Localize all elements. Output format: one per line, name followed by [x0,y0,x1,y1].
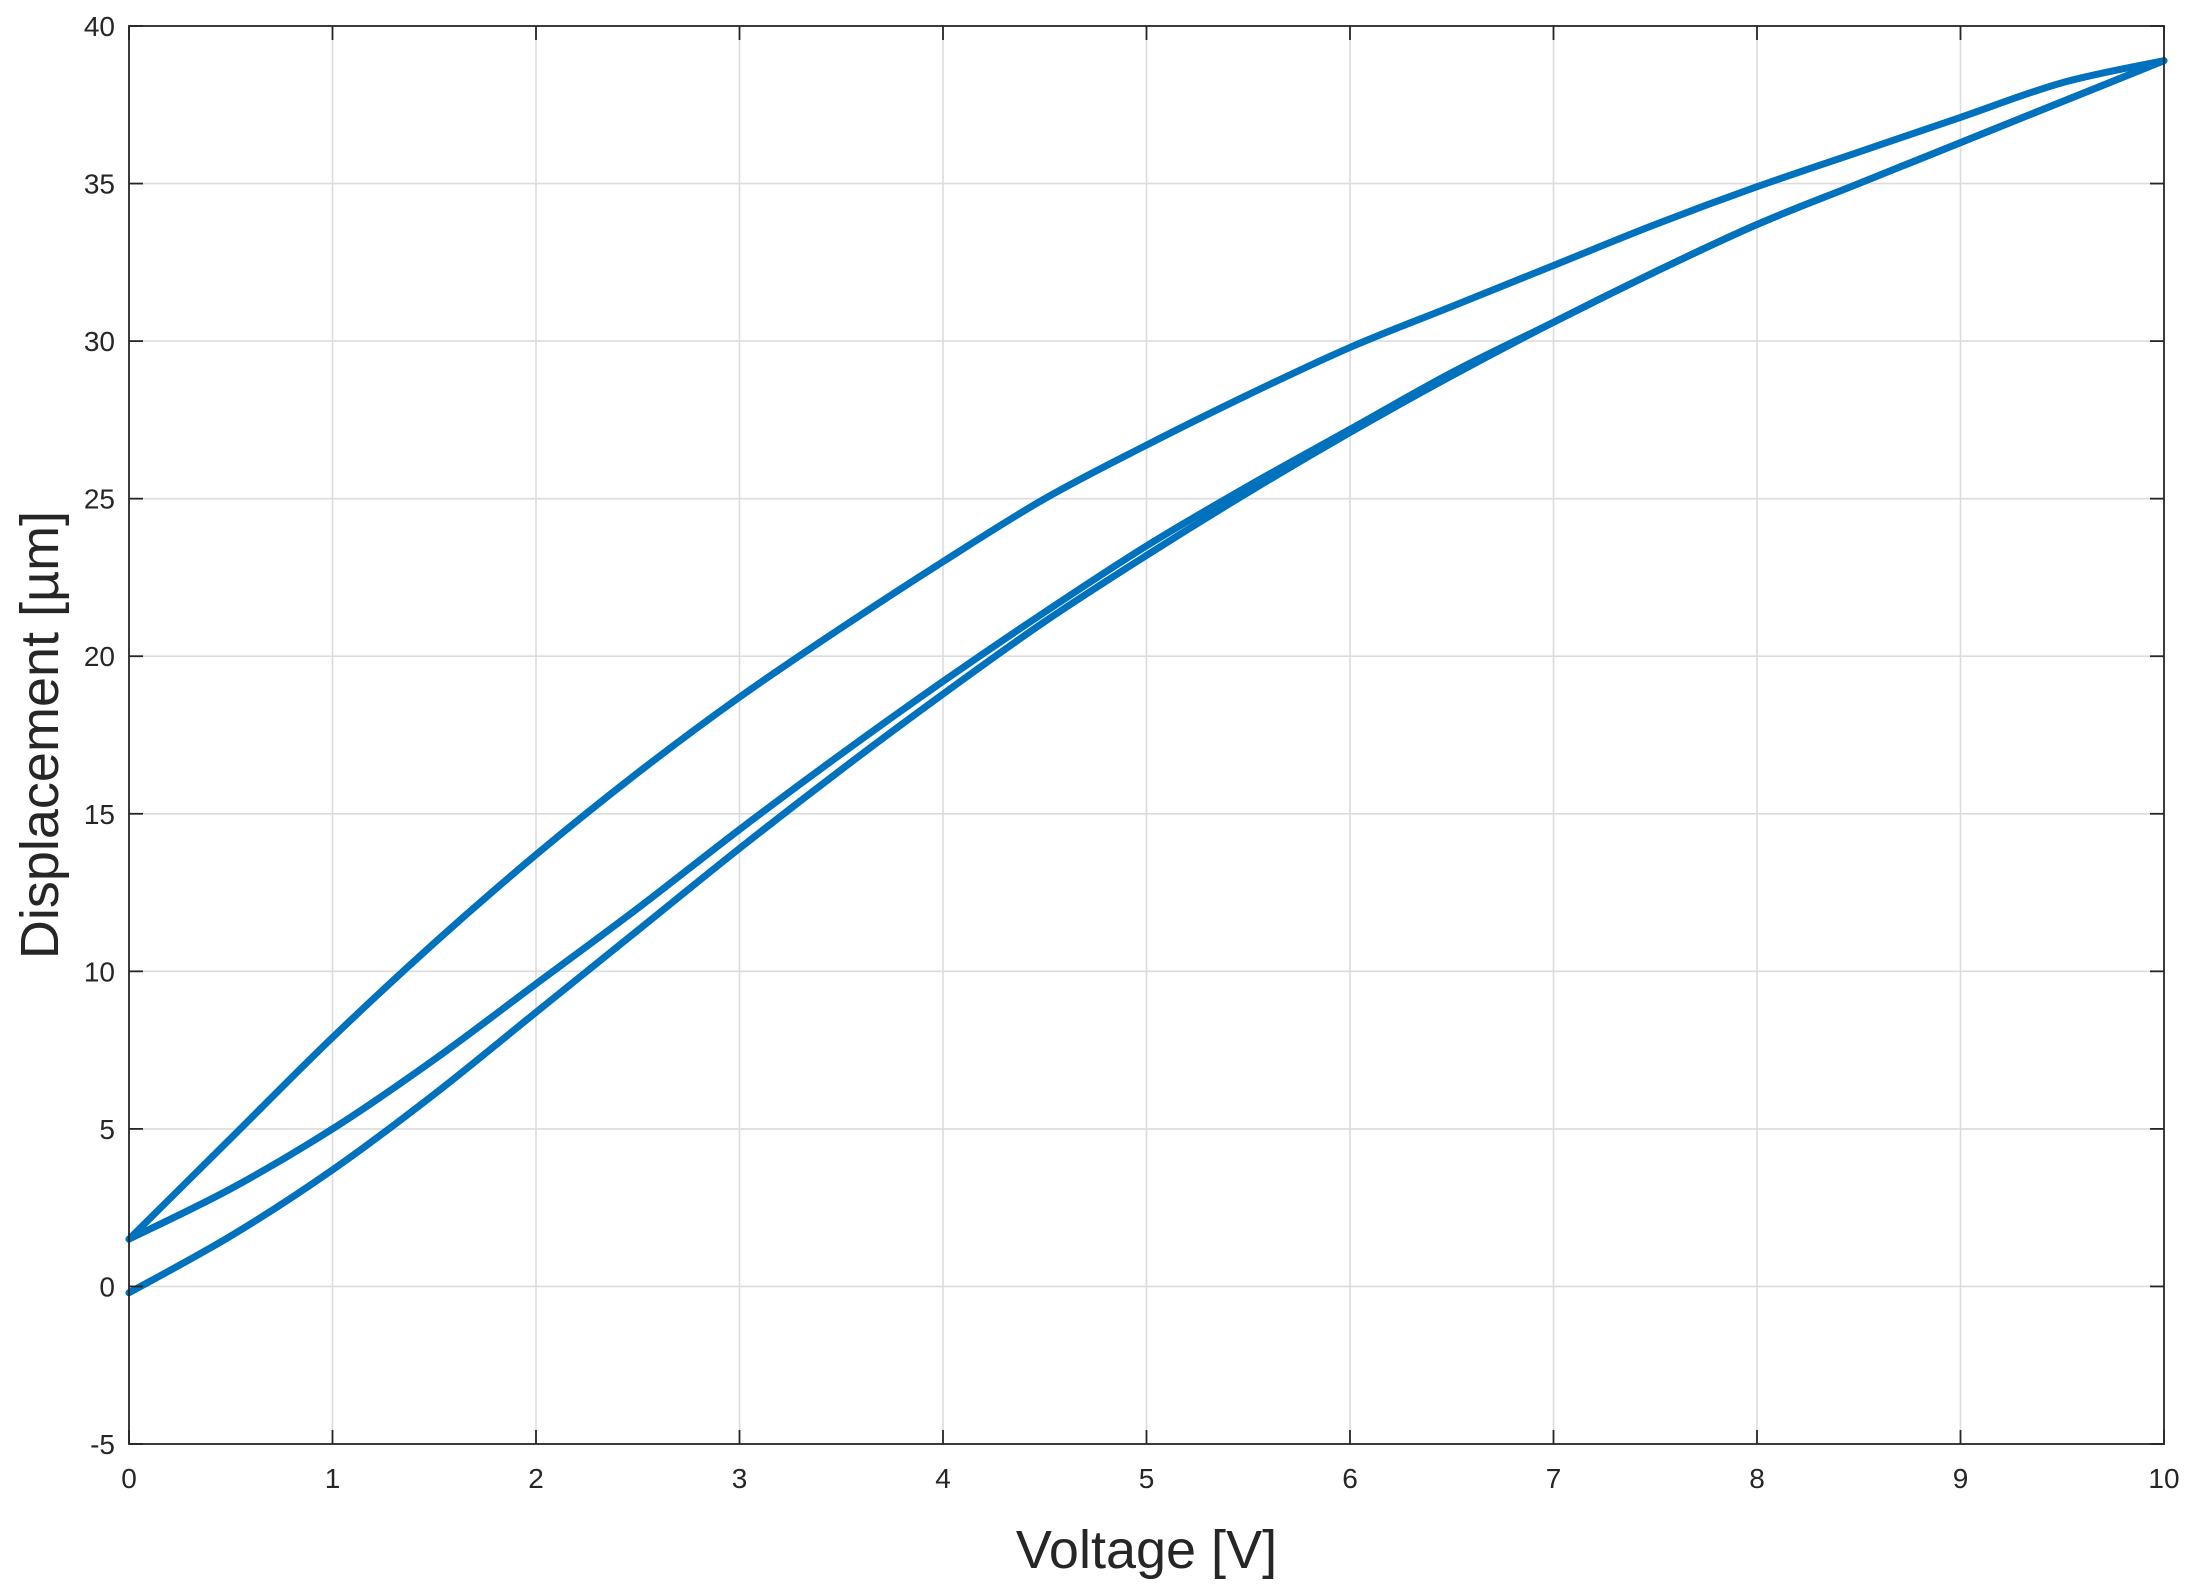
series-group [125,57,2168,1297]
y-tick-labels: -5 0 5 10 15 20 25 30 35 40 [84,11,115,1460]
series-line-3 [125,57,2168,1243]
x-tick-label: 9 [1953,1463,1969,1494]
x-tick-label: 6 [1342,1463,1358,1494]
x-axis-label: Voltage [V] [1016,1520,1277,1580]
y-tick-label: 35 [84,169,115,200]
x-tick-label: 5 [1139,1463,1155,1494]
x-tick-label: 0 [121,1463,137,1494]
x-tick-label: 7 [1546,1463,1562,1494]
y-tick-label: 25 [84,484,115,515]
x-tick-label: 8 [1749,1463,1765,1494]
x-tick-labels: 0 1 2 3 4 5 6 7 8 9 10 [121,1463,2179,1494]
x-tick-label: 1 [325,1463,341,1494]
y-tick-label: -5 [90,1429,115,1460]
y-tick-label: 0 [99,1271,115,1302]
x-tick-label: 10 [2148,1463,2179,1494]
x-tick-label: 3 [732,1463,748,1494]
y-axis-label: Displacement [µm] [10,511,70,959]
y-tick-label: 40 [84,11,115,42]
x-tick-label: 2 [528,1463,544,1494]
series-line-2 [125,57,2168,1243]
y-tick-label: 15 [84,799,115,830]
y-tick-label: 5 [99,1114,115,1145]
y-tick-label: 10 [84,956,115,987]
y-tick-label: 20 [84,641,115,672]
ticks [128,25,2165,1445]
grid [129,26,2164,1444]
y-tick-label: 30 [84,326,115,357]
x-tick-label: 4 [935,1463,951,1494]
